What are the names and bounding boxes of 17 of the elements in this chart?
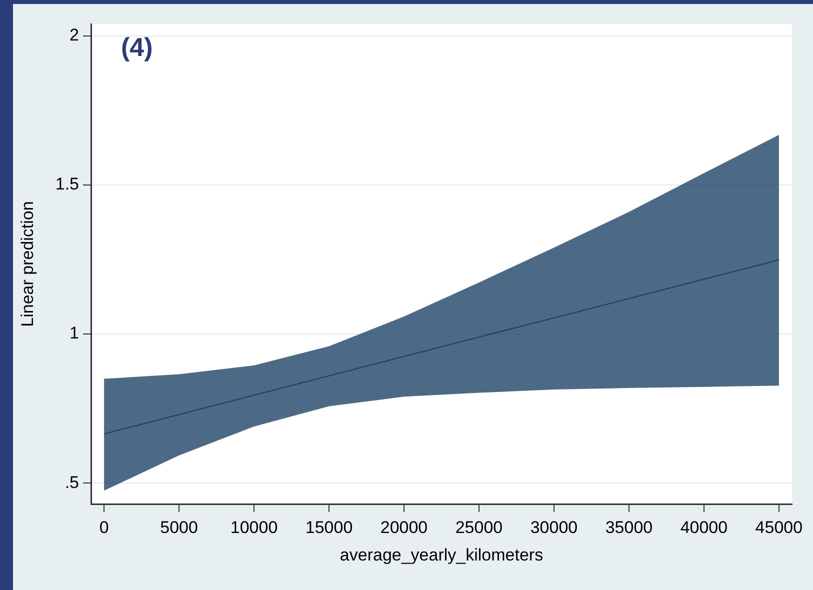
x-tick-label: 35000 — [605, 518, 653, 537]
x-tick-label: 5000 — [160, 518, 198, 537]
y-tick-label: 1 — [70, 324, 79, 343]
annotation: (4) — [121, 32, 153, 62]
y-axis-title: Linear prediction — [18, 201, 37, 327]
x-tick-label: 10000 — [230, 518, 278, 537]
x-tick-label: 20000 — [380, 518, 428, 537]
y-tick-label: .5 — [64, 472, 79, 492]
x-tick-label: 30000 — [530, 518, 578, 537]
x-axis-title: average_yearly_kilometers — [340, 545, 544, 564]
x-tick-label: 15000 — [305, 518, 353, 537]
x-tick-label: 25000 — [455, 518, 503, 537]
x-tick-label: 0 — [99, 518, 109, 537]
y-tick-label: 2 — [70, 26, 79, 45]
x-tick-label: 45000 — [755, 518, 803, 537]
x-tick-label: 40000 — [680, 518, 728, 537]
y-tick-label: 1.5 — [55, 174, 79, 194]
